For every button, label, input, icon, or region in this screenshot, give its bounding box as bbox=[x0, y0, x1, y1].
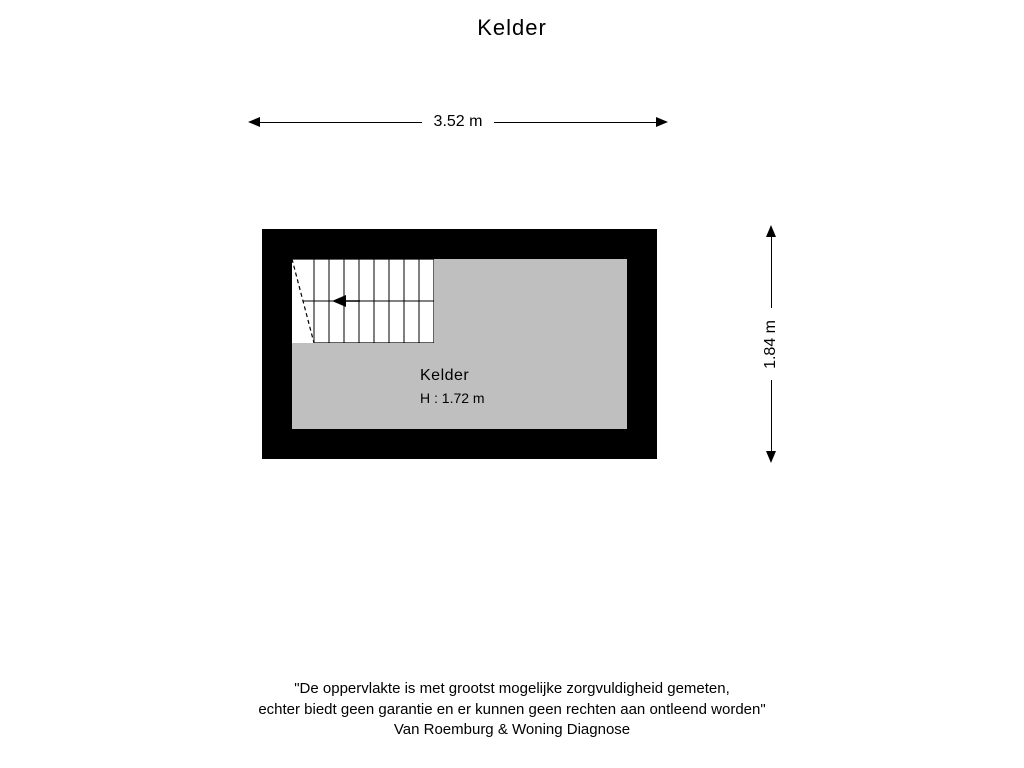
dimension-width: 3.52 m bbox=[248, 113, 668, 131]
disclaimer-line: Van Roemburg & Woning Diagnose bbox=[0, 720, 1024, 740]
arrow-right-icon bbox=[656, 117, 668, 127]
dimension-line bbox=[771, 237, 772, 308]
dimension-line bbox=[260, 122, 422, 123]
disclaimer-line: echter biedt geen garantie en er kunnen … bbox=[0, 700, 1024, 720]
dimension-height-label: 1.84 m bbox=[762, 308, 780, 381]
room-name-label: Kelder bbox=[420, 367, 469, 385]
stairs bbox=[292, 259, 434, 343]
room-height-label: H : 1.72 m bbox=[420, 390, 485, 406]
arrow-up-icon bbox=[766, 225, 776, 237]
dimension-line bbox=[771, 380, 772, 451]
arrow-down-icon bbox=[766, 451, 776, 463]
disclaimer: "De oppervlakte is met grootst mogelijke… bbox=[0, 679, 1024, 740]
dimension-height: 1.84 m bbox=[762, 225, 780, 463]
floorplan bbox=[262, 229, 657, 459]
dimension-line bbox=[494, 122, 656, 123]
arrow-left-icon bbox=[248, 117, 260, 127]
disclaimer-line: "De oppervlakte is met grootst mogelijke… bbox=[0, 679, 1024, 699]
page-title: Kelder bbox=[0, 15, 1024, 41]
dimension-width-label: 3.52 m bbox=[422, 113, 495, 131]
